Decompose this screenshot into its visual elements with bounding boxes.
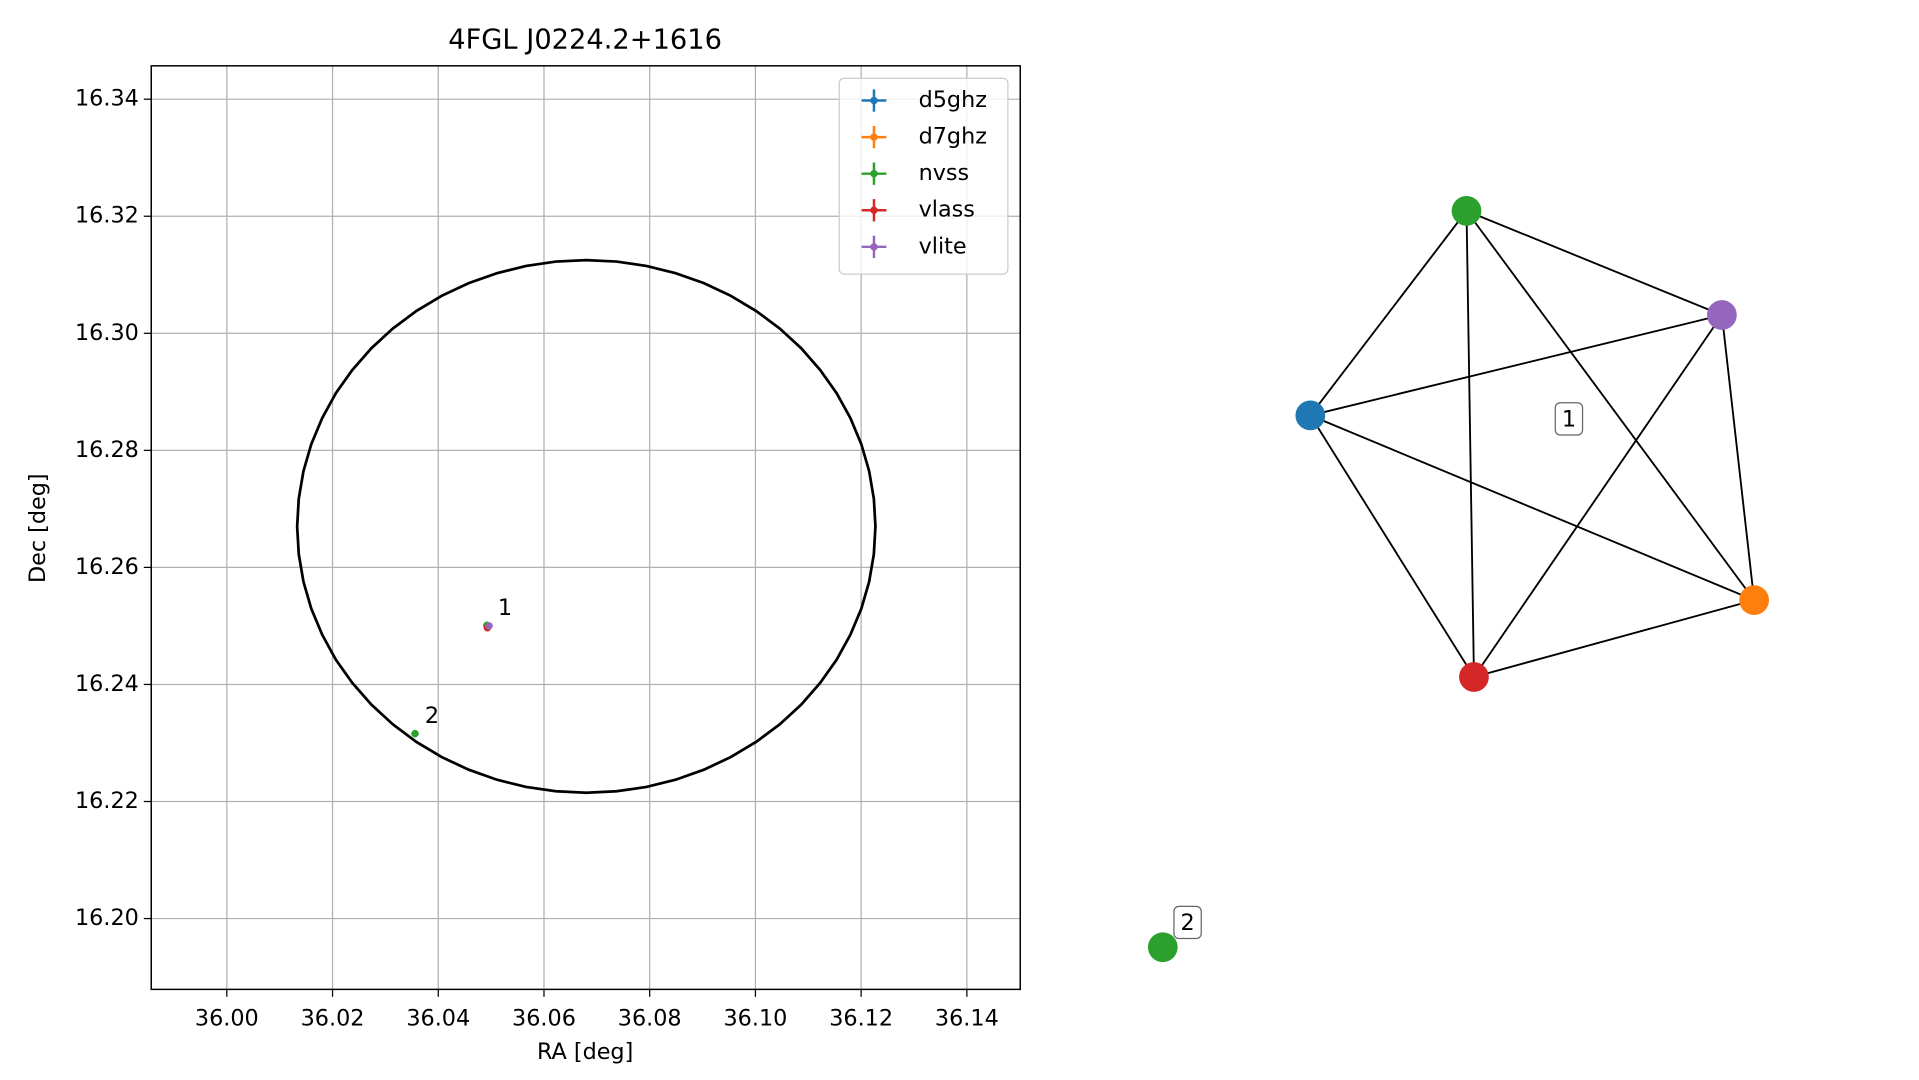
node (1707, 300, 1737, 330)
point (411, 729, 419, 738)
x-tick-label: 36.10 (723, 1006, 787, 1032)
x-tick-label: 36.00 (195, 1006, 259, 1032)
legend-box (838, 77, 1009, 275)
edge (1310, 314, 1723, 417)
chart-title: 4FGL J0224.2+1616 (448, 25, 722, 56)
legend-label: d7ghz (919, 124, 987, 150)
edge (1309, 414, 1475, 678)
legend-label: vlass (919, 197, 975, 223)
x-tick-label: 36.12 (829, 1006, 893, 1032)
legend-marker (870, 206, 878, 214)
legend-marker (870, 133, 878, 141)
edge (1309, 210, 1468, 416)
node (1295, 400, 1326, 431)
group-label-box (1554, 402, 1584, 436)
group-label: 2 (1181, 910, 1195, 936)
edge (1465, 210, 1475, 677)
y-tick-label: 16.32 (75, 203, 139, 229)
node (1451, 195, 1482, 226)
y-axis-label: Dec [deg] (25, 473, 51, 583)
x-tick-label: 36.02 (301, 1006, 365, 1032)
x-axis-label: RA [deg] (537, 1039, 633, 1065)
legend-label: d5ghz (919, 87, 987, 113)
y-tick-label: 16.30 (75, 320, 139, 346)
legend-marker (870, 169, 878, 178)
edge (1473, 314, 1723, 678)
y-tick-label: 16.20 (75, 905, 139, 931)
x-tick-label: 36.14 (935, 1006, 999, 1032)
uncertainty-ellipse (295, 258, 877, 795)
group-label: 1 (1562, 407, 1576, 433)
group-label-box (1173, 905, 1202, 940)
edge (1473, 599, 1755, 678)
y-tick-label: 16.22 (75, 788, 139, 814)
data-point (411, 729, 419, 738)
y-tick-label: 16.24 (75, 671, 139, 697)
y-tick-label: 16.26 (75, 554, 139, 580)
point (485, 622, 493, 630)
plot-frame (150, 65, 1021, 991)
legend-label: vlite (919, 233, 967, 259)
node (1147, 932, 1178, 963)
edge (1720, 314, 1756, 601)
data-point (485, 622, 493, 630)
annotation: 2 (425, 703, 439, 729)
node (1459, 662, 1489, 692)
x-tick-label: 36.04 (406, 1006, 470, 1032)
legend-marker (870, 243, 878, 251)
y-tick-label: 16.34 (75, 86, 139, 112)
legend-label: nvss (919, 160, 970, 186)
edge (1309, 414, 1755, 601)
x-tick-label: 36.08 (618, 1006, 682, 1032)
legend-marker (870, 96, 878, 105)
edge (1465, 210, 1755, 601)
x-tick-label: 36.06 (512, 1006, 576, 1032)
edge (1466, 210, 1723, 316)
annotation: 1 (498, 595, 512, 621)
node (1739, 585, 1770, 615)
y-tick-label: 16.28 (75, 437, 139, 463)
